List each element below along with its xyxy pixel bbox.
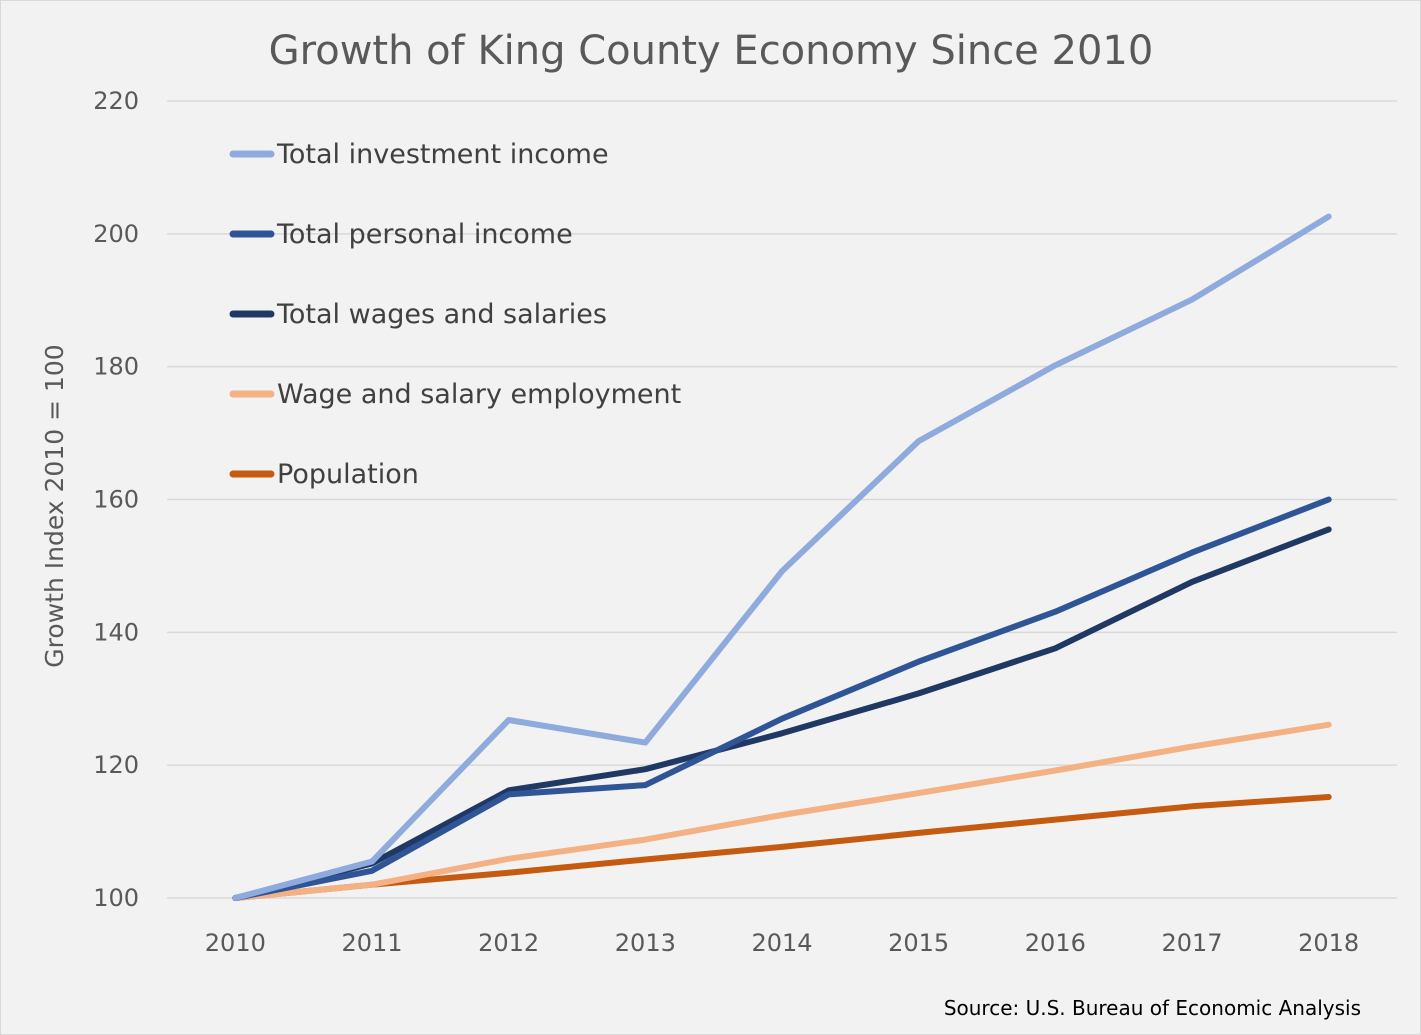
x-tick-label: 2016: [1025, 929, 1086, 957]
legend-label: Total investment income: [276, 139, 609, 170]
legend-label: Population: [277, 459, 419, 490]
series-line-total-personal-income: [232, 496, 1332, 901]
y-axis-ticks: 100 120 140 160 180 200 220: [93, 87, 139, 912]
y-tick-label: 140: [93, 618, 139, 646]
x-tick-label: 2018: [1298, 929, 1359, 957]
y-tick-label: 100: [93, 884, 139, 912]
x-tick-label: 2015: [888, 929, 949, 957]
x-tick-label: 2012: [478, 929, 539, 957]
y-tick-label: 180: [93, 353, 139, 381]
series-line-population: [232, 794, 1332, 901]
x-tick-label: 2010: [205, 929, 266, 957]
y-tick-label: 160: [93, 486, 139, 514]
source-note: Source: U.S. Bureau of Economic Analysis: [944, 996, 1361, 1020]
y-tick-label: 120: [93, 751, 139, 779]
x-tick-label: 2013: [615, 929, 676, 957]
series-line-total-wages-and-salaries: [232, 526, 1332, 901]
series-line-wage-and-salary-employment: [232, 721, 1332, 901]
series-lines: [232, 213, 1332, 901]
x-axis-ticks: 2010 2011 2012 2013 2014 2015 2016 2017 2018: [205, 929, 1359, 957]
legend-label: Total personal income: [276, 219, 573, 250]
chart-title: Growth of King County Economy Since 2010: [269, 28, 1154, 74]
y-tick-label: 200: [93, 220, 139, 248]
legend: Total investment income Total personal in…: [229, 139, 681, 490]
y-tick-label: 220: [93, 87, 139, 115]
x-tick-label: 2017: [1161, 929, 1222, 957]
legend-label: Total wages and salaries: [276, 299, 607, 330]
legend-label: Wage and salary employment: [277, 379, 681, 410]
x-tick-label: 2014: [751, 929, 812, 957]
x-tick-label: 2011: [341, 929, 402, 957]
gridlines: [167, 100, 1397, 899]
y-axis-label: Growth Index 2010 = 100: [40, 344, 69, 667]
series-line-total-investment-income: [232, 213, 1332, 901]
